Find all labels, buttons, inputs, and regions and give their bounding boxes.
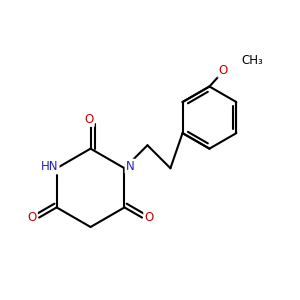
Text: O: O <box>218 64 228 77</box>
Text: O: O <box>85 113 94 126</box>
Text: O: O <box>28 211 37 224</box>
Text: N: N <box>125 160 134 172</box>
Text: HN: HN <box>41 160 58 173</box>
Text: CH₃: CH₃ <box>242 54 264 67</box>
Text: O: O <box>144 211 153 224</box>
